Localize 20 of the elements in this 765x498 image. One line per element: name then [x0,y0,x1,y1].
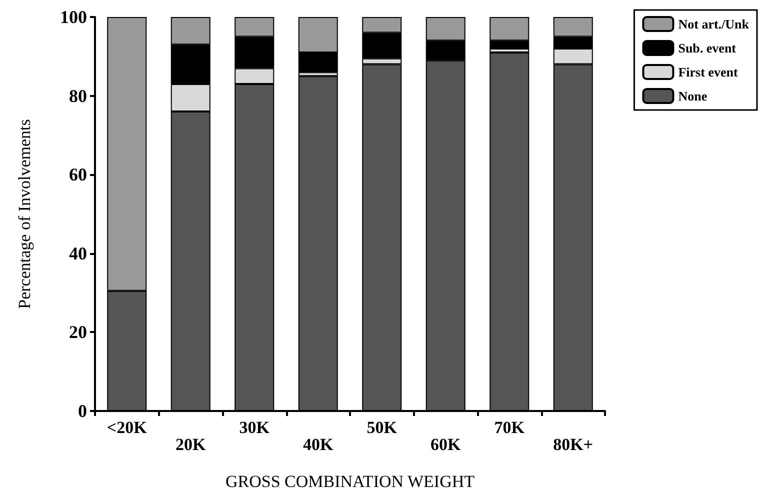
x-tick-label: 40K [303,435,334,454]
x-tick-label: 50K [366,418,398,437]
x-tick-label: 60K [430,435,462,454]
x-tick-label: 20K [176,435,207,454]
y-tick-label: 40 [69,243,87,264]
y-axis-title: Percentage of Involvements [15,119,34,309]
x-tick-label: 30K [239,418,270,437]
x-tick-label: 80K+ [553,435,594,454]
legend-label: Sub. event [678,40,737,56]
legend-label: Not art./Unk [678,16,750,32]
y-tick-label: 0 [78,401,87,421]
y-tick-label: 60 [69,164,87,185]
y-tick-label: 100 [60,7,87,27]
y-tick-label: 20 [69,322,87,342]
y-tick-label: 80 [69,86,87,106]
legend-label: First event [678,64,738,80]
legend-label: None [678,88,708,104]
x-tick-label: 70K [494,418,526,437]
x-tick-label: <20K [106,418,148,437]
x-axis-title: GROSS COMBINATION WEIGHT [225,472,476,491]
